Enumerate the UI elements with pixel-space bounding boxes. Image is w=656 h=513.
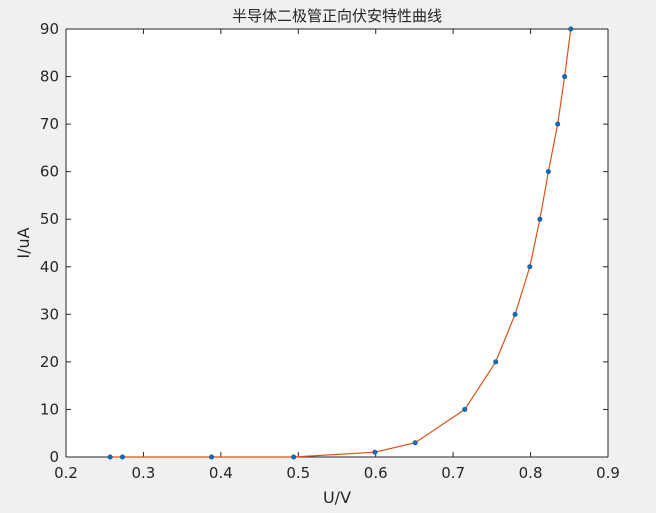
x-tick-label: 0.4 [209,464,233,482]
data-point [412,440,418,446]
data-point [209,454,215,460]
y-tick-label: 10 [40,400,59,418]
y-tick-label: 30 [40,305,59,323]
y-tick-label: 90 [40,20,59,38]
data-point [568,26,574,32]
data-point [372,449,378,455]
data-point [537,216,543,222]
data-point [555,121,561,127]
data-point [527,264,533,270]
y-tick-label: 50 [40,210,59,228]
y-tick-label: 80 [40,68,59,86]
data-point [462,406,468,412]
data-point [120,454,126,460]
data-point [291,454,297,460]
y-tick-label: 0 [49,448,59,466]
y-axis: 0 10 20 30 40 50 60 70 80 90 [40,20,609,466]
data-point [512,311,518,317]
y-tick-label: 40 [40,258,59,276]
plot-area [66,29,608,457]
x-tick-label: 0.3 [131,464,155,482]
y-tick-label: 60 [40,163,59,181]
data-point [107,454,113,460]
x-axis: 0.2 0.3 0.4 0.5 0.6 0.7 0.8 0.9 [54,28,620,482]
x-tick-label: 0.8 [519,464,543,482]
y-tick-label: 20 [40,353,59,371]
chart-title: 半导体二极管正向伏安特性曲线 [232,7,442,25]
x-tick-label: 0.7 [441,464,465,482]
data-point [562,74,568,80]
data-point [493,359,499,365]
x-tick-label: 0.5 [286,464,310,482]
data-point [545,169,551,175]
x-tick-label: 0.2 [54,464,78,482]
y-tick-label: 70 [40,115,59,133]
x-axis-label: U/V [323,488,351,507]
x-tick-label: 0.6 [364,464,388,482]
y-axis-label: I/uA [14,227,33,258]
x-tick-label: 0.9 [596,464,620,482]
data-series [107,26,574,460]
